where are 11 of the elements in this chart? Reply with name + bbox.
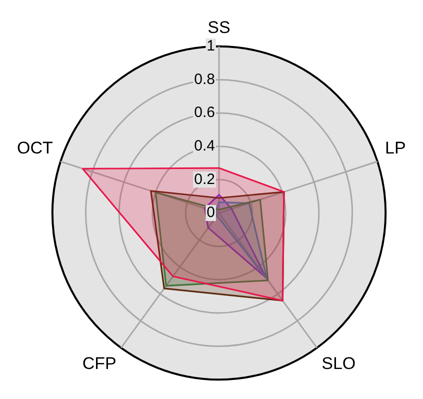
y-tick-label: 0.6 <box>194 104 215 122</box>
y-tick-label: 0.4 <box>194 138 215 154</box>
spoke-label: SS <box>208 18 230 37</box>
y-tick-label: 0 <box>206 204 215 222</box>
y-tick-label: 0.2 <box>194 170 215 188</box>
spoke-label: OCT <box>17 138 53 158</box>
spoke-label: LP <box>385 138 406 158</box>
spoke-label: SLO <box>322 354 356 374</box>
y-tick-label: 0.8 <box>194 70 215 88</box>
spoke-label: CFP <box>82 354 116 374</box>
y-tick-label: 1 <box>206 38 215 55</box>
